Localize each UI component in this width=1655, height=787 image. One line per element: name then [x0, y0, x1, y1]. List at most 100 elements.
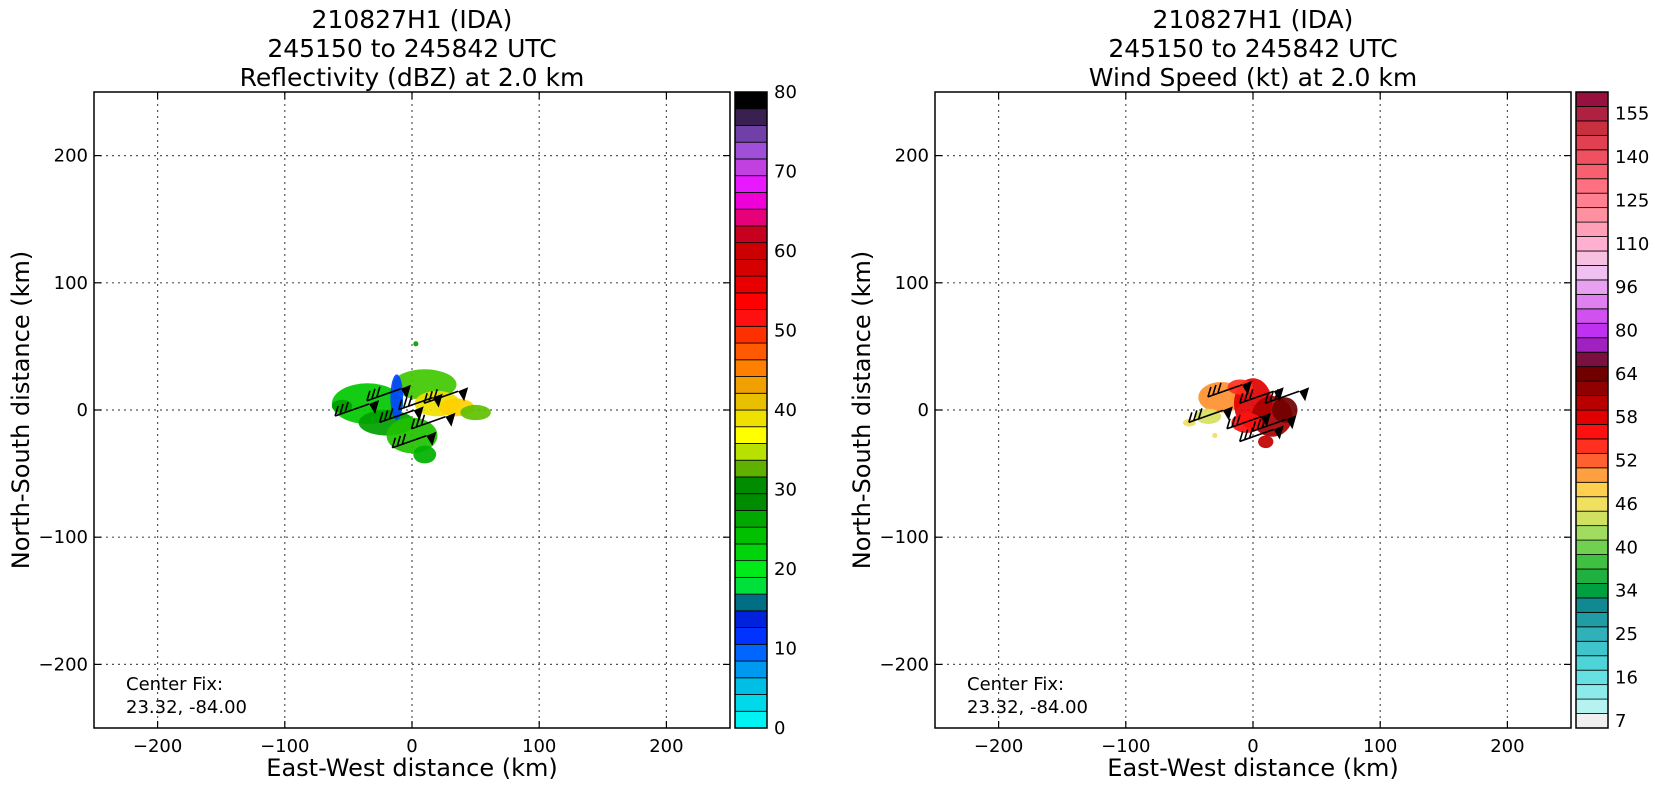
- wind-barb: [1251, 415, 1297, 433]
- x-tick-label: −100: [260, 736, 309, 757]
- colorbar-bin: [734, 242, 768, 260]
- colorbar-bin: [1575, 149, 1609, 165]
- wind-barb-feather: [376, 386, 381, 397]
- colorbar-tick-label: 30: [774, 480, 797, 501]
- colorbar-bin: [1575, 438, 1609, 454]
- wind-barb-feather: [1256, 419, 1262, 430]
- colorbar-bin: [734, 643, 768, 662]
- colorbar-tick-label: 16: [1615, 667, 1638, 688]
- colorbar-tick-label: 58: [1615, 407, 1638, 428]
- colorbar-bin: [734, 208, 768, 227]
- wind-barb-feather: [1248, 389, 1254, 400]
- colorbar-tick-label: 40: [774, 400, 797, 421]
- colorbar: 0 10 20 30 40 50 60 70 80: [734, 82, 797, 739]
- colorbar-bin: [734, 426, 768, 444]
- colorbar-bin: [1575, 496, 1609, 512]
- wind-barb-feather: [1264, 393, 1269, 404]
- y-axis-label: North-South distance (km): [848, 251, 876, 570]
- colorbar-bin: [1575, 698, 1609, 714]
- colorbar-bin: [734, 627, 768, 645]
- wind-barb-feather: [402, 397, 408, 408]
- wind-barb: [334, 400, 380, 417]
- wind-barb-feather: [423, 393, 428, 404]
- wind-barb-flag: [1261, 412, 1271, 427]
- colorbar-tick-label: 34: [1615, 581, 1638, 602]
- x-tick-label: 200: [649, 736, 683, 757]
- wind-barb-feather: [1274, 389, 1279, 400]
- chart-title-line: Reflectivity (dBZ) at 2.0 km: [240, 63, 585, 92]
- y-tick-label: −200: [39, 654, 88, 675]
- colorbar-bin: [734, 359, 768, 377]
- data-field: [331, 341, 491, 464]
- echo-blob: [1258, 435, 1274, 449]
- colorbar-bin: [1575, 452, 1609, 469]
- colorbar-bin: [1575, 265, 1609, 281]
- colorbar-bin: [734, 125, 768, 143]
- x-axis-label: East-West distance (km): [1107, 754, 1398, 782]
- x-tick-label: 100: [1363, 736, 1397, 757]
- colorbar-bin: [734, 91, 768, 110]
- colorbar-bin: [734, 610, 768, 628]
- colorbar-bin: [734, 593, 768, 612]
- wind-barb: [1226, 412, 1271, 430]
- colorbar-bin: [734, 325, 768, 344]
- colorbar-bin: [1575, 583, 1609, 599]
- wind-barb-feather: [366, 390, 371, 401]
- colorbar-bin: [734, 225, 768, 244]
- colorbar-tick-label: 64: [1615, 364, 1638, 385]
- center-fix-annotation: Center Fix:: [967, 674, 1064, 695]
- colorbar-bin: [734, 660, 768, 679]
- echo-blob: [413, 341, 419, 347]
- y-tick-label: 0: [918, 400, 929, 421]
- wind-barb-feather: [420, 414, 426, 425]
- colorbar-tick-label: 20: [774, 559, 797, 580]
- colorbar-bin: [734, 258, 768, 277]
- x-tick-label: 0: [1247, 736, 1258, 757]
- wind-barb-feather: [388, 408, 394, 419]
- y-tick-label: 100: [895, 273, 929, 294]
- wind-barb-flag: [458, 387, 469, 402]
- colorbar-tick-label: 125: [1615, 190, 1649, 211]
- colorbar-bin: [734, 192, 768, 210]
- colorbar-bin: [1575, 322, 1609, 339]
- echo-blob: [386, 417, 438, 454]
- wind-barb-feather: [415, 416, 421, 427]
- colorbar-bin: [1575, 134, 1609, 151]
- colorbar-bin: [734, 275, 768, 294]
- y-tick-label: −100: [880, 527, 929, 548]
- colorbar-bin: [734, 543, 768, 562]
- colorbar-tick-label: 0: [774, 718, 785, 739]
- colorbar-bin: [1575, 192, 1609, 209]
- colorbar-bin: [734, 342, 768, 361]
- colorbar-bin: [1575, 207, 1609, 223]
- colorbar-tick-label: 110: [1615, 234, 1649, 255]
- colorbar-bin: [734, 510, 768, 528]
- wind-barb: [1238, 425, 1284, 443]
- colorbar-bin: [1575, 510, 1609, 527]
- colorbar-bin: [1575, 91, 1609, 107]
- colorbar-bin: [1575, 539, 1609, 555]
- colorbar: 7 16 25 34 40 46 52 58 64 80 96 110 125 140 155: [1575, 91, 1649, 732]
- colorbar-bin: [734, 476, 768, 495]
- colorbar-bin: [734, 459, 768, 478]
- wind-barb: [366, 384, 411, 402]
- colorbar-tick-label: 80: [1615, 321, 1638, 342]
- wind-barb-flag: [1241, 380, 1252, 395]
- colorbar-bin: [1575, 525, 1609, 541]
- colorbar-bin: [1575, 467, 1609, 483]
- colorbar-frame: [734, 91, 768, 729]
- wind-barb-feather: [1207, 386, 1212, 398]
- colorbar-bin: [734, 141, 768, 160]
- wind-barb-flag: [445, 412, 456, 427]
- colorbar-bin: [1575, 351, 1609, 368]
- y-tick-label: 0: [77, 400, 88, 421]
- wind-barb: [1188, 406, 1233, 424]
- chart-title-line: 210827H1 (IDA): [1153, 5, 1354, 34]
- echo-blob: [460, 404, 491, 421]
- wind-barb-feather: [344, 401, 349, 413]
- colorbar-bin: [734, 694, 768, 712]
- center-fix-annotation: 23.32, -84.00: [967, 697, 1088, 718]
- colorbar-bin: [1575, 279, 1609, 295]
